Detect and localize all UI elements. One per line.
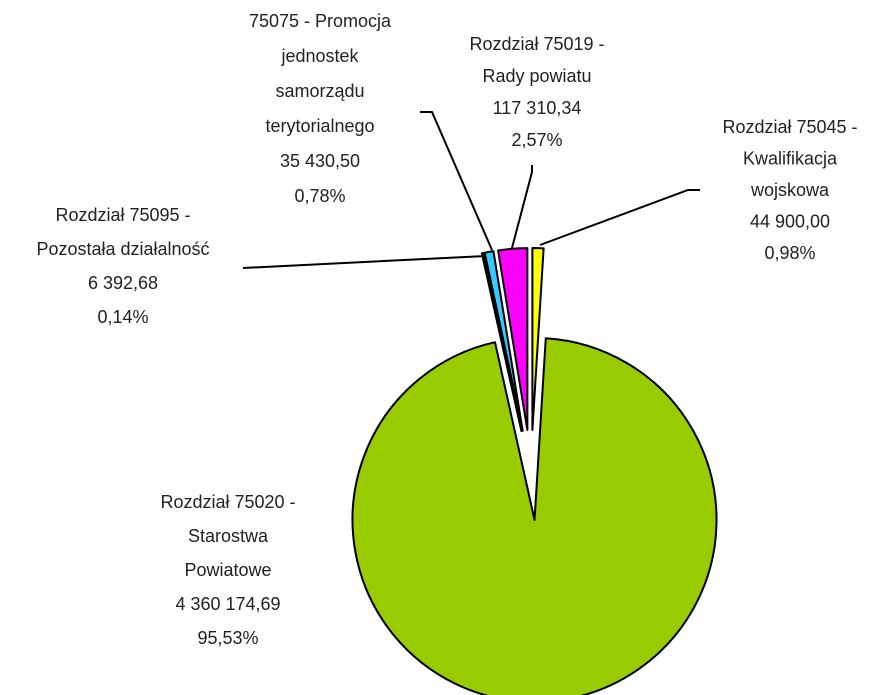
- label-line: samorządu: [275, 81, 364, 101]
- data-label-value: 4 360 174,69: [175, 594, 280, 614]
- pie-slice: [483, 250, 524, 432]
- pie-slice: [351, 337, 718, 695]
- data-label-percent: 95,53%: [197, 628, 258, 648]
- label-line: Rady powiatu: [482, 66, 591, 86]
- data-label-category: Rozdział 75019 - Rady powiatu: [469, 34, 604, 86]
- leader-line: [511, 165, 533, 249]
- label-line: 75075 - Promocja: [249, 11, 392, 31]
- data-label-value: 117 310,34: [493, 98, 582, 118]
- label-line: Rozdział 75019 -: [469, 34, 604, 54]
- label-line: wojskowa: [750, 180, 830, 200]
- label-line: Rozdział 75020 -: [160, 492, 295, 512]
- data-label-percent: 2,57%: [511, 130, 562, 150]
- data-label-value: 6 392,68: [88, 273, 158, 293]
- label-line: Kwalifikacja: [743, 148, 838, 168]
- pie-slice: [531, 247, 545, 432]
- label-line: jednostek: [280, 46, 359, 66]
- label-line: Pozostała działalność: [36, 239, 209, 259]
- data-label-percent: 0,78%: [294, 186, 345, 206]
- leader-line: [242, 255, 487, 269]
- label-line: Starostwa: [188, 526, 269, 546]
- data-label-value: 44 900,00: [750, 211, 830, 231]
- pie-slice: [497, 247, 529, 432]
- label-line: Rozdział 75045 -: [722, 117, 857, 137]
- label-line: Rozdział 75095 -: [55, 205, 190, 225]
- data-label-percent: 0,98%: [764, 243, 815, 263]
- leader-line: [420, 111, 493, 251]
- data-label-category: Rozdział 75020 - Starostwa Powiatowe: [160, 492, 295, 580]
- leader-line: [539, 189, 700, 246]
- data-label-category: Rozdział 75095 - Pozostała działalność: [36, 205, 209, 259]
- data-label-category: 75075 - Promocja jednostek samorządu teryto…: [249, 11, 392, 136]
- data-label-value: 35 430,50: [280, 151, 360, 171]
- label-line: terytorialnego: [265, 116, 374, 136]
- data-label-percent: 0,14%: [97, 307, 148, 327]
- label-line: Powiatowe: [184, 560, 271, 580]
- pie-slice: [480, 252, 523, 433]
- data-label-category: Rozdział 75045 - Kwalifikacja wojskowa: [722, 117, 857, 200]
